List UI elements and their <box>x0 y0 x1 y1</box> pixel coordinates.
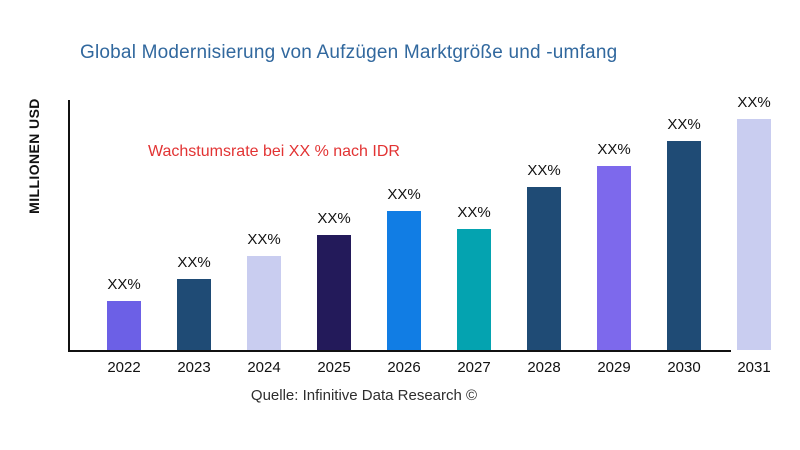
bar-value-2023: XX% <box>177 254 211 271</box>
growth-rate-annotation: Wachstumsrate bei XX % nach IDR <box>148 143 400 160</box>
bar-value-2024: XX% <box>247 231 281 248</box>
bar-value-2026: XX% <box>387 186 421 203</box>
bar-value-2025: XX% <box>317 210 351 227</box>
x-tick-2023: 2023 <box>177 359 211 376</box>
chart-title: Global Modernisierung von Aufzügen Markt… <box>80 42 618 63</box>
y-axis-label: MILLIONEN USD <box>26 98 42 214</box>
x-tick-2028: 2028 <box>527 359 561 376</box>
y-axis-line <box>68 100 70 352</box>
bar-2022 <box>107 301 141 350</box>
bar-2030 <box>667 141 701 350</box>
bar-value-2027: XX% <box>457 204 491 221</box>
bar-2024 <box>247 256 281 350</box>
bar-value-2022: XX% <box>107 276 141 293</box>
bar-2027 <box>457 229 491 350</box>
x-tick-2030: 2030 <box>667 359 701 376</box>
bar-2025 <box>317 235 351 350</box>
bar-2026 <box>387 211 421 350</box>
bar-value-2031: XX% <box>737 94 771 111</box>
bar-2028 <box>527 187 561 350</box>
bar-2023 <box>177 279 211 350</box>
x-tick-2029: 2029 <box>597 359 631 376</box>
plot-area: XX% 2022 XX% 2023 XX% 2024 XX% 2025 XX% 2026 XX% 20… <box>68 94 780 376</box>
x-tick-2026: 2026 <box>387 359 421 376</box>
x-axis-line <box>68 350 731 352</box>
x-tick-2027: 2027 <box>457 359 491 376</box>
bar-value-2028: XX% <box>527 162 561 179</box>
x-tick-2031: 2031 <box>737 359 771 376</box>
bar-2031 <box>737 119 771 350</box>
bar-2029 <box>597 166 631 350</box>
x-tick-2025: 2025 <box>317 359 351 376</box>
x-tick-2024: 2024 <box>247 359 281 376</box>
source-attribution: Quelle: Infinitive Data Research © <box>250 387 478 404</box>
bar-value-2030: XX% <box>667 116 701 133</box>
x-tick-2022: 2022 <box>107 359 141 376</box>
bar-value-2029: XX% <box>597 141 631 158</box>
